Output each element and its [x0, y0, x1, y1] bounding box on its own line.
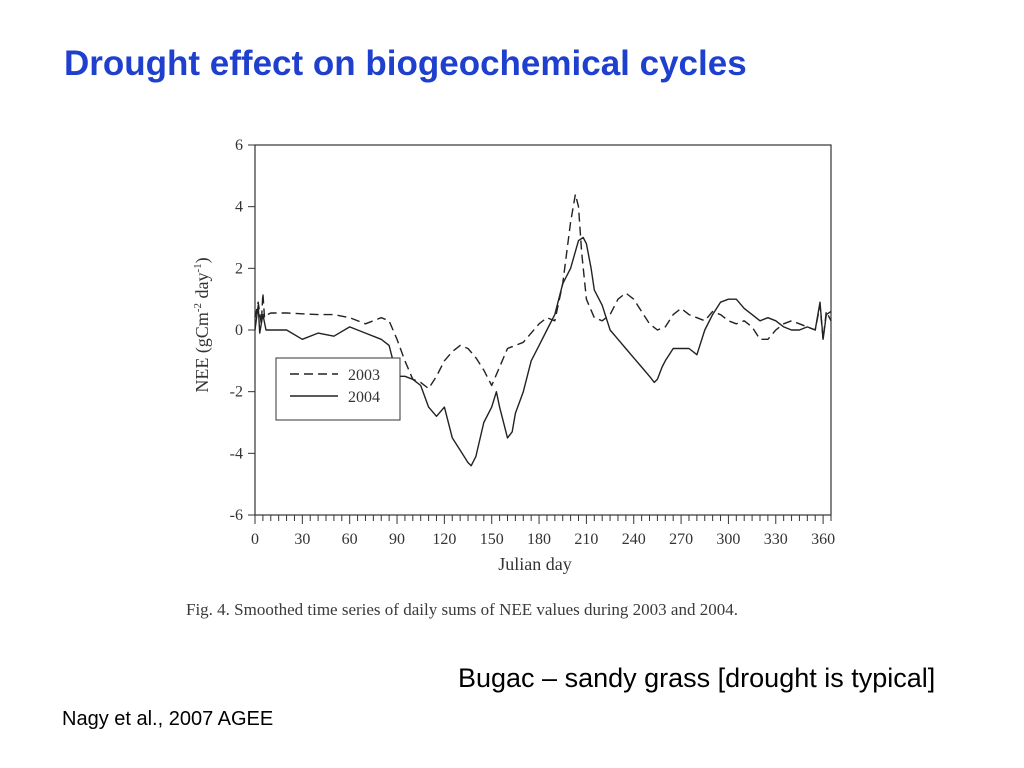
y-tick-label: 6	[235, 137, 243, 154]
y-tick-label: 0	[235, 322, 243, 339]
legend-label-2004: 2004	[348, 389, 380, 406]
legend-label-2003: 2003	[348, 367, 380, 384]
x-tick-label: 60	[342, 531, 358, 548]
series-line-2004	[254, 236, 832, 467]
y-tick-label: 4	[235, 199, 243, 216]
y-tick-label: -2	[230, 384, 243, 401]
x-tick-label: 270	[669, 531, 693, 548]
x-axis-label: Julian day	[498, 554, 572, 574]
citation: Nagy et al., 2007 AGEE	[62, 708, 274, 730]
y-tick-label: 2	[235, 260, 243, 277]
x-tick-label: 90	[389, 531, 405, 548]
x-tick-label: 150	[480, 531, 504, 548]
y-tick-label: -4	[230, 445, 243, 462]
x-tick-label: 330	[764, 531, 788, 548]
x-tick-label: 240	[622, 531, 646, 548]
nee-chart-figure: 0 30 60 90 120 150 180 210 240 270 300 330 360 -6 -4 -2…	[180, 130, 844, 650]
x-tick-label: 360	[811, 531, 835, 548]
x-tick-label: 180	[527, 531, 551, 548]
x-tick-label: 0	[251, 531, 259, 548]
x-tick-label: 120	[432, 531, 456, 548]
y-axis-label: NEE (gCm-2 day-1)	[192, 257, 213, 392]
x-tick-label: 30	[294, 531, 310, 548]
x-tick-label: 210	[574, 531, 598, 548]
site-note: Bugac – sandy grass [drought is typical]	[458, 663, 936, 693]
y-tick-label: -6	[230, 507, 243, 524]
series-line-2003	[254, 193, 832, 390]
slide-title: Drought effect on biogeochemical cycles	[64, 44, 747, 83]
nee-chart: 0 30 60 90 120 150 180 210 240 270 300 330 360-6-4-2…	[192, 137, 835, 574]
legend-box	[275, 357, 401, 421]
x-tick-label: 300	[716, 531, 740, 548]
plot-frame	[254, 144, 832, 516]
figure-caption: Fig. 4. Smoothed time series of daily su…	[186, 600, 738, 619]
